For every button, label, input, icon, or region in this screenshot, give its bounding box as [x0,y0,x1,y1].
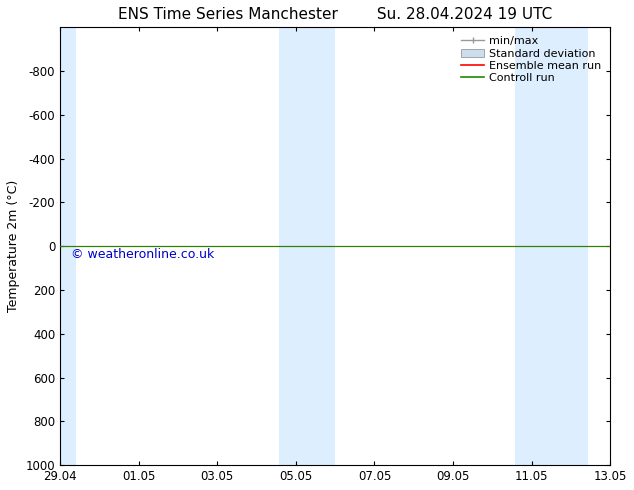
Legend: min/max, Standard deviation, Ensemble mean run, Controll run: min/max, Standard deviation, Ensemble me… [458,33,605,87]
Bar [515,27,588,465]
Bar [60,27,77,465]
Bar [280,27,335,465]
Text: © weatheronline.co.uk: © weatheronline.co.uk [71,248,214,262]
Title: ENS Time Series Manchester        Su. 28.04.2024 19 UTC: ENS Time Series Manchester Su. 28.04.202… [118,7,552,22]
Y-axis label: Temperature 2m (°C): Temperature 2m (°C) [7,180,20,312]
